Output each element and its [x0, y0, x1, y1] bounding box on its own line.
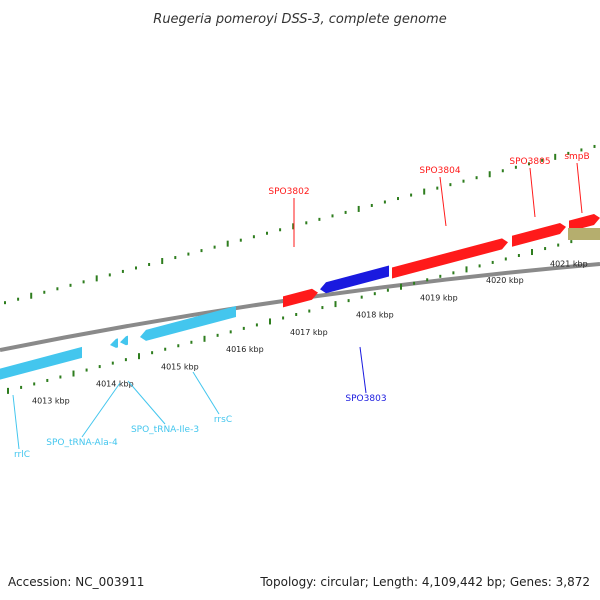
tick-label: 4021 kbp — [550, 259, 588, 268]
gene-label-spo3803: SPO3803 — [345, 394, 386, 404]
tick-label: 4015 kbp — [161, 362, 199, 371]
gene-spo3804 — [392, 238, 508, 279]
gene-label-smpb: smpB — [564, 152, 589, 162]
tick-label: 4019 kbp — [420, 294, 458, 303]
tick-label: 4017 kbp — [290, 328, 328, 337]
gene-spo3803 — [320, 265, 389, 294]
label-leader-line — [439, 176, 447, 227]
tick-label: 4016 kbp — [226, 345, 264, 354]
gene-features — [0, 213, 600, 380]
label-leader-line — [81, 382, 121, 438]
gene-spo3802 — [283, 288, 318, 308]
map-title: Ruegeria pomeroyi DSS-3, complete genome — [153, 12, 446, 27]
label-leader-line — [127, 380, 166, 425]
gene-label-spo_trna-ala-4: SPO_tRNA-Ala-4 — [46, 438, 118, 448]
gene-trna-ile-3 — [120, 335, 128, 346]
gene-labels: SPO3802 SPO3804 SPO3805 smpB SPO3803 rrlC SPO_… — [12, 152, 590, 460]
gene-rrsC — [140, 306, 236, 341]
gene-label-spo_trna-ile-3: SPO_tRNA-Ile-3 — [131, 425, 199, 435]
gene-label-spo3805: SPO3805 — [509, 157, 550, 167]
tick-label: 4013 kbp — [32, 397, 70, 406]
gene-label-rrsc: rrsC — [214, 415, 232, 425]
scale-ticks: 4013 kbp 4014 kbp 4015 kbp 4016 kbp 4017 kbp… — [4, 144, 599, 406]
gene-label-rrlc: rrlC — [14, 450, 30, 460]
gene-rrlC — [0, 346, 82, 380]
gene-smpB-neighbor — [569, 213, 600, 232]
gene-label-spo3804: SPO3804 — [419, 166, 460, 176]
tick-label: 4014 kbp — [96, 380, 134, 389]
gene-trna-ala-4 — [110, 338, 118, 348]
label-leader-line — [12, 394, 20, 450]
genome-summary-text: Topology: circular; Length: 4,109,442 bp… — [259, 575, 590, 589]
label-leader-line — [359, 346, 367, 394]
gene-label-spo3802: SPO3802 — [268, 187, 309, 197]
tick-label: 4020 kbp — [486, 276, 524, 285]
label-leader-line — [192, 371, 220, 415]
accession-text: Accession: NC_003911 — [8, 575, 144, 589]
label-leader-line — [576, 162, 583, 214]
gene-smpB — [568, 228, 600, 240]
label-leader-line — [529, 167, 536, 218]
tick-label: 4018 kbp — [356, 311, 394, 320]
gene-spo3805 — [512, 222, 566, 247]
